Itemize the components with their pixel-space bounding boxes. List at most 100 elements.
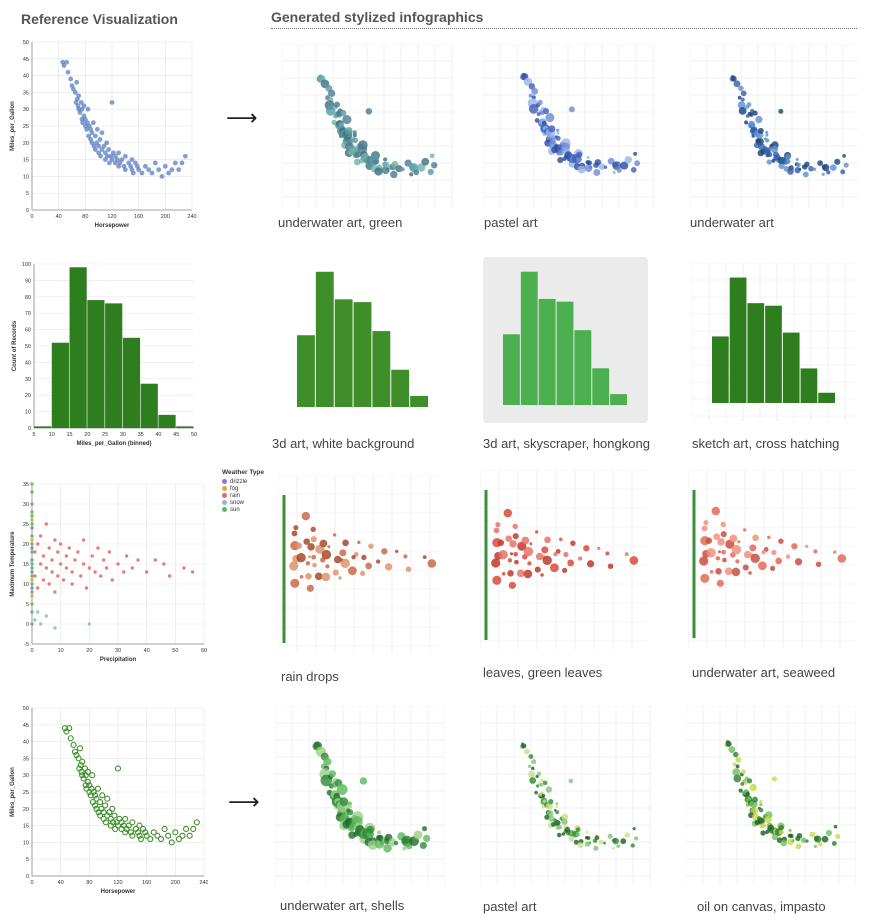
weather-point [70, 582, 74, 586]
stylized-blob [758, 808, 764, 813]
stylized-blob [765, 130, 769, 135]
stylized-tile-underwater-green [282, 44, 454, 209]
stylized-blob [751, 796, 758, 803]
stylized-blob [531, 766, 535, 771]
y-tick-label: 40 [23, 74, 29, 80]
y-tick-label: 45 [23, 57, 29, 63]
scatter-point [122, 167, 128, 173]
x-axis-label: Horsepower [101, 889, 136, 895]
scatter-point-hollow [193, 819, 200, 826]
x-tick-label: 120 [107, 214, 116, 220]
stylized-blob [725, 740, 732, 747]
scatter-point-hollow [143, 832, 150, 839]
x-tick-label: 10 [49, 432, 55, 438]
y-tick-label: 15 [23, 158, 29, 164]
stylized-blob [577, 165, 586, 174]
stylized-bar [556, 301, 574, 405]
stylized-bar [503, 334, 520, 405]
weather-point [58, 562, 63, 566]
stylized-bar [372, 331, 391, 407]
stylized-drop [325, 564, 330, 569]
scatter-point-hollow [179, 832, 186, 839]
x-tick-label: 200 [171, 880, 180, 886]
stylized-blob [573, 839, 579, 845]
legend-item-sun: sun [222, 506, 264, 513]
scatter-point-hollow [150, 829, 157, 836]
stylized-blob [817, 160, 824, 167]
stylized-drop [327, 545, 331, 549]
stylized-blob [771, 158, 776, 163]
stylized-blob [393, 840, 399, 846]
histogram-bar [122, 337, 141, 428]
stylized-blob [430, 161, 438, 169]
stylized-blob [737, 95, 742, 100]
stylized-drop [339, 549, 347, 557]
stylized-drop [791, 543, 798, 550]
weather-point [87, 622, 92, 626]
weather-point [30, 602, 34, 606]
y-tick-label: 45 [23, 723, 29, 729]
weather-point [56, 574, 60, 578]
stylized-blob [612, 837, 619, 845]
weather-point [122, 570, 126, 574]
caption-3d-white: 3d art, white background [272, 436, 415, 451]
stylized-blob [548, 815, 555, 822]
weather-point [124, 554, 129, 558]
stylized-blob [347, 809, 354, 816]
x-tick-label: 40 [56, 214, 62, 220]
legend-label-snow: snow [230, 499, 245, 506]
scatter-point-hollow [84, 778, 91, 785]
y-tick-label: 30 [23, 502, 29, 508]
scatter-point-hollow [76, 745, 84, 752]
stylized-blob [733, 80, 741, 88]
scatter-point [146, 167, 152, 173]
stylized-blob [413, 830, 423, 840]
stylized-drop [289, 561, 299, 571]
weather-point [36, 610, 40, 614]
stylized-drop [541, 546, 549, 554]
stylized-blob [586, 155, 590, 159]
stylized-drop [785, 554, 791, 559]
histogram-bar [176, 426, 194, 428]
stylized-drop [403, 554, 408, 559]
stylized-blob [528, 754, 534, 759]
stylized-bar [592, 368, 610, 405]
weather-point [30, 586, 34, 590]
y-tick-label: 0 [26, 208, 29, 214]
x-tick-label: 50 [191, 432, 197, 438]
scatter-point [130, 170, 136, 176]
scatter-point [169, 167, 175, 173]
scatter-point [80, 120, 86, 126]
stylized-drop [495, 522, 501, 528]
stylized-drop [815, 561, 822, 568]
scatter-point-hollow [175, 835, 182, 843]
scatter-point-hollow [111, 812, 118, 819]
stylized-drop [290, 578, 300, 588]
stylized-drop [767, 535, 771, 540]
stylized-drop [291, 530, 298, 537]
stylized-blob [585, 831, 589, 834]
scatter-point-hollow [114, 822, 122, 829]
arrow-row-4: ⟶ [228, 790, 260, 815]
weather-point [58, 542, 63, 546]
caption-oil-canvas: oil on canvas, impasto [697, 899, 826, 914]
stylized-blob [764, 815, 772, 824]
weather-point [33, 618, 37, 622]
scatter-point-hollow [183, 825, 190, 833]
stylized-blob [740, 90, 747, 97]
scatter-point [94, 126, 100, 132]
stylized-drop [375, 559, 381, 564]
stylized-tile-seaweed [688, 470, 856, 648]
caption-seaweed: underwater art, seaweed [692, 665, 836, 680]
stylized-drop [605, 551, 610, 556]
stylized-blob [528, 104, 539, 114]
weather-point [30, 574, 34, 578]
stylized-drop [498, 550, 508, 560]
stylized-drop [729, 534, 738, 543]
histogram-bar [34, 426, 52, 428]
stylized-blob [755, 115, 763, 124]
stylized-drop [512, 523, 518, 530]
scatter-point [109, 157, 115, 162]
scatter-point-hollow [129, 819, 136, 826]
stylized-bar [610, 394, 627, 405]
